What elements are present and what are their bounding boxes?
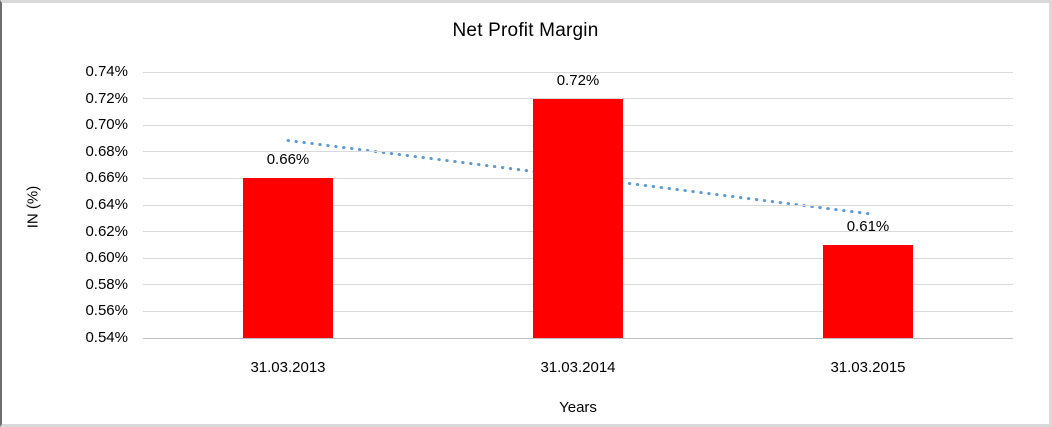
bar-data-label: 0.66% <box>266 151 310 169</box>
y-tick-label: 0.54% <box>85 329 128 346</box>
y-tick-label: 0.64% <box>85 196 128 213</box>
x-tick-label: 31.03.2015 <box>830 359 906 376</box>
plot-area: 0.74% 0.72% 0.70% 0.68% 0.66% 0.64% 0.62% 0.60%… <box>85 64 1013 376</box>
y-tick-label: 0.62% <box>85 222 128 240</box>
x-tick-label: 31.03.2013 <box>250 359 326 376</box>
y-axis-title: IN (%) <box>24 185 42 229</box>
y-tick-label: 0.72% <box>85 89 128 107</box>
y-tick-label: 0.58% <box>85 275 128 293</box>
x-tick-label: 31.03.2014 <box>540 359 616 376</box>
gridline <box>143 98 1013 100</box>
gridline <box>143 337 1013 339</box>
trendline <box>286 138 870 216</box>
chart-title: Net Profit Margin <box>452 20 599 41</box>
gridline <box>143 71 1013 73</box>
bar-data-label: 0.61% <box>846 217 890 235</box>
y-tick-label: 0.68% <box>85 142 128 160</box>
y-tick-label: 0.66% <box>85 169 128 187</box>
bar-data-label: 0.72% <box>556 71 600 89</box>
x-axis-title: Years <box>559 399 597 416</box>
bar-31.03.2014 <box>533 98 623 338</box>
y-tick-label: 0.70% <box>85 116 128 134</box>
bar-31.03.2013 <box>243 178 333 338</box>
y-tick-label: 0.74% <box>85 63 128 80</box>
bar-31.03.2015 <box>823 244 913 338</box>
y-tick-label: 0.60% <box>85 249 128 267</box>
y-tick-label: 0.56% <box>85 302 128 320</box>
